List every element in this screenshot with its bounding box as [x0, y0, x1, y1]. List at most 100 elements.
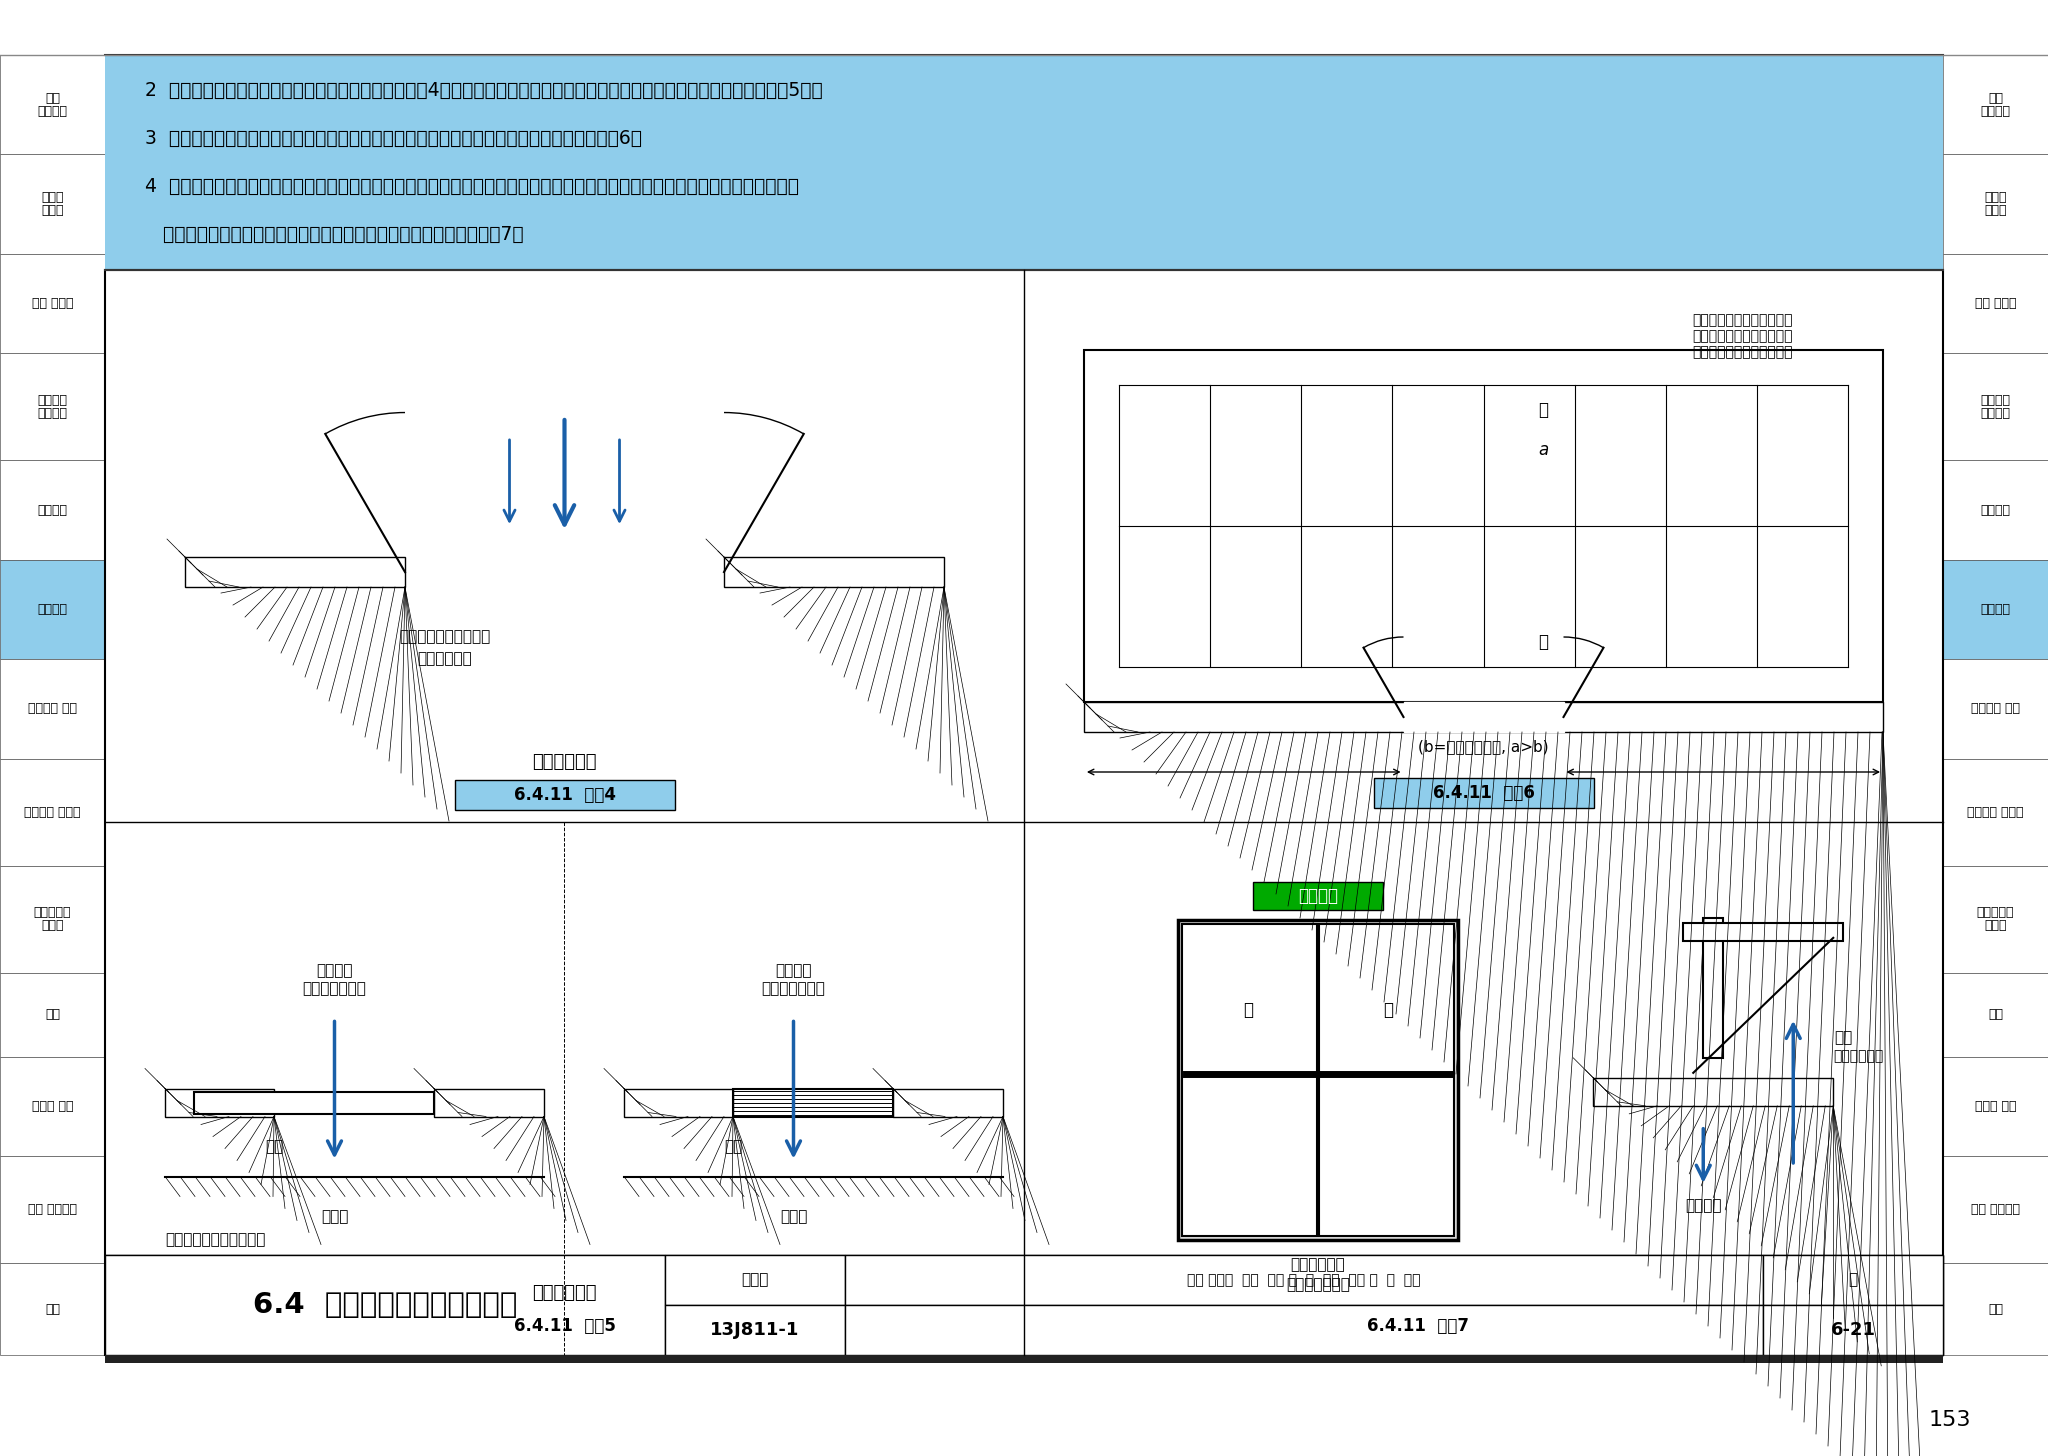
Bar: [1944, 460, 2048, 559]
Text: 甲乙丙类: 甲乙丙类: [1980, 393, 2011, 406]
Text: 6.4.11  图示6: 6.4.11 图示6: [1432, 783, 1534, 802]
Bar: [1704, 917, 1722, 1059]
Text: 民用建筑: 民用建筑: [1980, 504, 2011, 517]
Bar: [1944, 253, 2048, 354]
Bar: [104, 55, 1944, 269]
Text: 推: 推: [1382, 1000, 1393, 1019]
Bar: [625, 1089, 733, 1117]
Bar: [184, 558, 406, 587]
Bar: [1944, 660, 2048, 759]
Text: 电气: 电气: [45, 1008, 59, 1021]
Bar: [195, 1092, 434, 1114]
Bar: [1944, 154, 2048, 253]
Bar: [1083, 702, 1882, 732]
Bar: [1944, 759, 2048, 865]
Text: 供暖、空调: 供暖、空调: [1976, 906, 2015, 919]
Text: 编制说明: 编制说明: [1980, 105, 2011, 118]
Bar: [1944, 354, 2048, 460]
Text: 6.4.11  图示7: 6.4.11 图示7: [1368, 1318, 1468, 1335]
Text: 灬火救援 设施: 灬火救援 设施: [29, 702, 78, 715]
Text: 6.4  疏散楼梯间和疏散楼梯等: 6.4 疏散楼梯间和疏散楼梯等: [252, 1291, 518, 1319]
Text: 疏散方向: 疏散方向: [1686, 1198, 1722, 1213]
Bar: [1763, 1255, 1944, 1305]
Bar: [1593, 1077, 1833, 1107]
Bar: [1683, 923, 1843, 941]
Bar: [666, 1305, 846, 1356]
Text: 则语号: 则语号: [41, 204, 63, 217]
Text: 压杆: 压杆: [1835, 1031, 1851, 1045]
Bar: [104, 1255, 1944, 1356]
Bar: [0, 559, 104, 660]
Text: 供暖、空调: 供暖、空调: [33, 906, 72, 919]
Bar: [455, 780, 674, 810]
Text: 仓库的疏散门: 仓库的疏散门: [532, 753, 596, 772]
Bar: [733, 1089, 893, 1117]
Bar: [1253, 882, 1382, 910]
Text: 可在首层靠墙的外侧设置: 可在首层靠墙的外侧设置: [166, 1232, 266, 1248]
Bar: [846, 1305, 1763, 1356]
Bar: [104, 1255, 666, 1356]
Text: 总术符: 总术符: [1985, 191, 2007, 204]
Text: 室内: 室内: [725, 1139, 743, 1155]
Bar: [846, 1255, 1763, 1305]
Bar: [1319, 925, 1454, 1236]
Text: 卷帘门: 卷帘门: [780, 1208, 807, 1224]
Bar: [1182, 925, 1317, 1236]
Bar: [434, 1089, 545, 1117]
Bar: [455, 1310, 674, 1341]
Bar: [1944, 1156, 2048, 1264]
Text: 编制说明: 编制说明: [37, 105, 68, 118]
Text: 厂房 和仓库: 厂房 和仓库: [1974, 297, 2015, 310]
Text: 3  开向疏散楼梯或疏散楼梯间的门，当其完全开启时，不应减少楼梯平台的有效宽度；【图示6】: 3 开向疏散楼梯或疏散楼梯间的门，当其完全开启时，不应减少楼梯平台的有效宽度；【…: [145, 128, 641, 147]
Bar: [1403, 702, 1563, 732]
Text: 图集号: 图集号: [741, 1273, 768, 1287]
Text: 推拉门: 推拉门: [322, 1208, 348, 1224]
Text: 厂房 和仓库: 厂房 和仓库: [33, 297, 74, 310]
Text: 目录: 目录: [1989, 92, 2003, 105]
Bar: [0, 660, 104, 759]
Bar: [1083, 349, 1882, 702]
Bar: [0, 154, 104, 253]
Text: a: a: [1538, 441, 1548, 459]
Text: 建筑构造: 建筑构造: [1980, 603, 2011, 616]
Bar: [0, 354, 104, 460]
Text: 4  人员密集场所内平时需要控制人员随意出入的疏散门和设置门禁系统的建筑的外门，应保证灬灾时不需使用鑰匙等任何工具即能: 4 人员密集场所内平时需要控制人员随意出入的疏散门和设置门禁系统的建筑的外门，应…: [145, 176, 799, 195]
Bar: [0, 1156, 104, 1264]
Text: 推: 推: [1243, 1000, 1253, 1019]
Bar: [166, 1089, 274, 1117]
Text: （下压推门）: （下压推门）: [1833, 1048, 1884, 1063]
Bar: [0, 865, 104, 973]
Text: 附录: 附录: [1989, 1303, 2003, 1316]
Text: 丙、丁、戊仓库: 丙、丁、戊仓库: [762, 981, 825, 996]
Bar: [1944, 55, 2048, 154]
Text: 附录: 附录: [45, 1303, 59, 1316]
Bar: [893, 1089, 1004, 1117]
Bar: [1944, 865, 2048, 973]
Bar: [0, 759, 104, 865]
Text: 下: 下: [1538, 400, 1548, 419]
Text: 城市 交通隔道: 城市 交通隔道: [1970, 1203, 2019, 1216]
Text: 6-21: 6-21: [1831, 1321, 1876, 1340]
Text: 页: 页: [1849, 1273, 1858, 1287]
Text: 室内: 室内: [266, 1139, 283, 1155]
Text: 6.4.11  图示5: 6.4.11 图示5: [514, 1318, 616, 1335]
Text: 从内部易于打开，并应在显著位置设置具有使用提示的标识。【图示7】: 从内部易于打开，并应在显著位置设置具有使用提示的标识。【图示7】: [145, 224, 524, 243]
Text: 的门，当其完全开启时，不: 的门，当其完全开启时，不: [1694, 329, 1794, 344]
Bar: [1309, 1310, 1528, 1341]
Bar: [1178, 920, 1458, 1241]
Text: 疏散方向: 疏散方向: [776, 962, 811, 978]
Text: 则语号: 则语号: [1985, 204, 2007, 217]
Text: 仓库的疏散门: 仓库的疏散门: [532, 1284, 596, 1302]
Bar: [1763, 1305, 1944, 1356]
Text: 或逃生压杆装置: 或逃生压杆装置: [1286, 1277, 1350, 1293]
Text: 逃生推杆装置: 逃生推杆装置: [1290, 1258, 1346, 1273]
Bar: [1944, 559, 2048, 660]
Bar: [0, 55, 104, 154]
Text: 应减少楼梯平台的有效宽度: 应减少楼梯平台的有效宽度: [1694, 345, 1794, 360]
Bar: [0, 253, 104, 354]
Text: 2  仓库的疏散门应采用向疏散方向开启的平开门【图示4】，但丙、丁、戊类仓库首层靠墙的外側可采用推拉门或卷帘门【图示5】；: 2 仓库的疏散门应采用向疏散方向开启的平开门【图示4】，但丙、丁、戊类仓库首层靠…: [145, 80, 823, 99]
Text: 灬火救援 设施: 灬火救援 设施: [1970, 702, 2019, 715]
Bar: [104, 269, 1944, 1356]
Bar: [0, 1264, 104, 1356]
Text: 开向疏散楼梯或疏散楼梯间: 开向疏散楼梯或疏散楼梯间: [1694, 313, 1794, 328]
